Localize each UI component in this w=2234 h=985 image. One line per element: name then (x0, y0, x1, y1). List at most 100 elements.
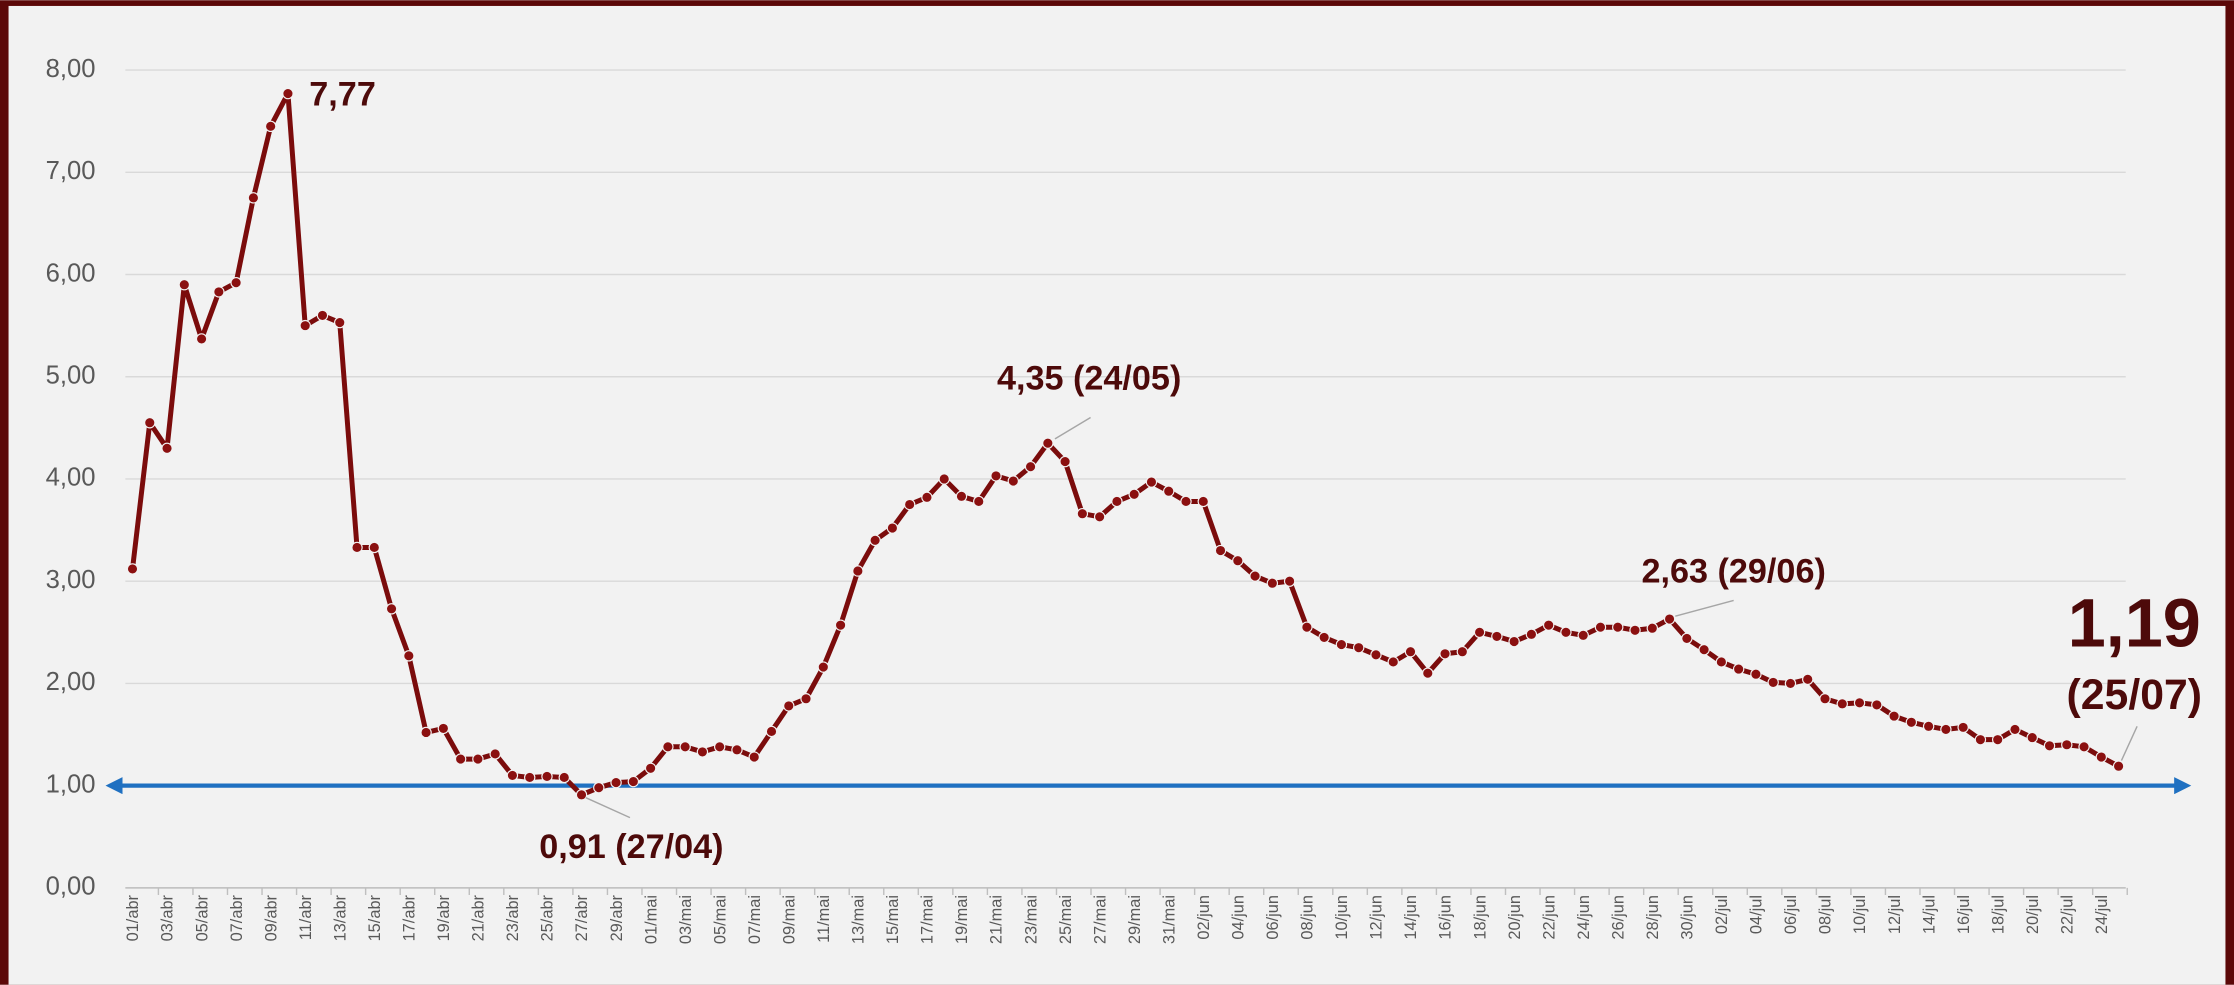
data-point (1318, 631, 1330, 644)
data-point (817, 661, 830, 673)
x-tick-label: 05/mai (711, 895, 729, 944)
data-point (886, 522, 899, 534)
data-point (1422, 667, 1434, 679)
x-tick-label: 21/abr (470, 894, 488, 941)
x-tick-label: 01/mai (642, 895, 660, 944)
data-point (2061, 739, 2073, 751)
data-point (1560, 626, 1572, 639)
data-point (247, 192, 260, 204)
x-tick-label: 27/abr (573, 894, 591, 941)
data-point (1491, 630, 1503, 643)
data-point (1525, 628, 1538, 641)
x-tick-label: 12/jun (1368, 895, 1386, 940)
data-point (472, 753, 484, 765)
data-point (541, 770, 553, 783)
data-point (489, 748, 501, 760)
data-point (385, 603, 398, 615)
data-point (1335, 638, 1348, 651)
data-point (1612, 621, 1624, 633)
plot-background (8, 5, 2226, 985)
data-point (1905, 716, 1918, 728)
data-point (696, 746, 709, 758)
data-point (1957, 721, 1969, 734)
data-point (299, 319, 311, 332)
x-tick-label: 21/mai (988, 895, 1006, 944)
x-tick-label: 09/mai (780, 895, 798, 944)
x-tick-label: 19/mai (953, 895, 971, 944)
data-point (593, 781, 605, 794)
data-point (144, 417, 156, 429)
x-tick-label: 05/abr (193, 894, 211, 941)
data-point (644, 762, 657, 774)
data-point (834, 619, 847, 631)
x-tick-label: 15/mai (884, 895, 902, 944)
data-point (1232, 555, 1244, 567)
value-label-part: (25/07) (2067, 671, 2202, 719)
data-point (437, 722, 450, 735)
data-point (1042, 437, 1054, 449)
data-point (1542, 619, 1555, 631)
data-point (506, 769, 519, 782)
data-point (938, 473, 950, 485)
data-point (1750, 668, 1762, 680)
data-point (1163, 485, 1175, 497)
x-tick-label: 15/abr (366, 894, 384, 941)
data-point (575, 789, 588, 801)
data-point (334, 316, 346, 329)
x-tick-label: 08/jul (1817, 895, 1835, 934)
data-point (1180, 495, 1192, 508)
data-point (852, 565, 864, 577)
data-point (1370, 649, 1382, 661)
data-point (524, 771, 536, 784)
data-point (1663, 613, 1676, 625)
y-tick-label: 5,00 (46, 362, 96, 390)
x-tick-label: 18/jun (1471, 895, 1489, 940)
data-point (1992, 733, 2004, 746)
data-point (178, 279, 191, 291)
data-point (1283, 575, 1296, 587)
data-point (368, 541, 380, 554)
y-tick-label: 7,00 (46, 157, 96, 185)
x-tick-label: 12/jul (1886, 895, 1904, 934)
x-tick-label: 06/jul (1782, 895, 1800, 934)
data-point (748, 751, 760, 763)
x-tick-label: 03/mai (677, 895, 695, 944)
x-tick-label: 04/jul (1748, 895, 1766, 934)
x-tick-label: 10/jul (1851, 895, 1869, 934)
data-point (1473, 626, 1486, 639)
data-point (973, 495, 985, 508)
data-point (2026, 731, 2038, 744)
x-tick-label: 24/jul (2093, 895, 2111, 934)
data-point (679, 741, 691, 753)
y-tick-label: 0,00 (46, 873, 96, 901)
value-label: 2,63 (29/06) (1641, 552, 1825, 590)
data-point (195, 333, 208, 345)
data-point (1715, 656, 1728, 668)
data-point (1698, 643, 1710, 656)
x-tick-label: 11/abr (297, 894, 315, 940)
data-point (1508, 635, 1520, 648)
x-tick-label: 31/mai (1160, 895, 1178, 944)
data-point (1802, 673, 1814, 686)
y-tick-label: 4,00 (46, 464, 96, 492)
data-point (990, 470, 1002, 482)
data-point (351, 541, 363, 554)
data-point (1922, 720, 1935, 733)
data-point (1594, 621, 1607, 633)
data-point (1145, 476, 1158, 488)
data-point (1836, 698, 1848, 710)
data-point (161, 442, 173, 454)
x-tick-label: 14/jul (1920, 895, 1938, 934)
data-point (1059, 455, 1071, 468)
x-tick-label: 01/abr (124, 894, 142, 941)
data-point (264, 120, 277, 132)
data-point (903, 498, 916, 511)
y-tick-label: 8,00 (46, 55, 96, 83)
value-label: 4,35 (24/05) (997, 360, 1181, 398)
x-tick-label: 13/mai (850, 895, 868, 944)
data-point (1646, 622, 1658, 634)
data-point (627, 775, 640, 788)
data-point (1266, 577, 1279, 589)
x-tick-label: 29/abr (608, 894, 626, 941)
